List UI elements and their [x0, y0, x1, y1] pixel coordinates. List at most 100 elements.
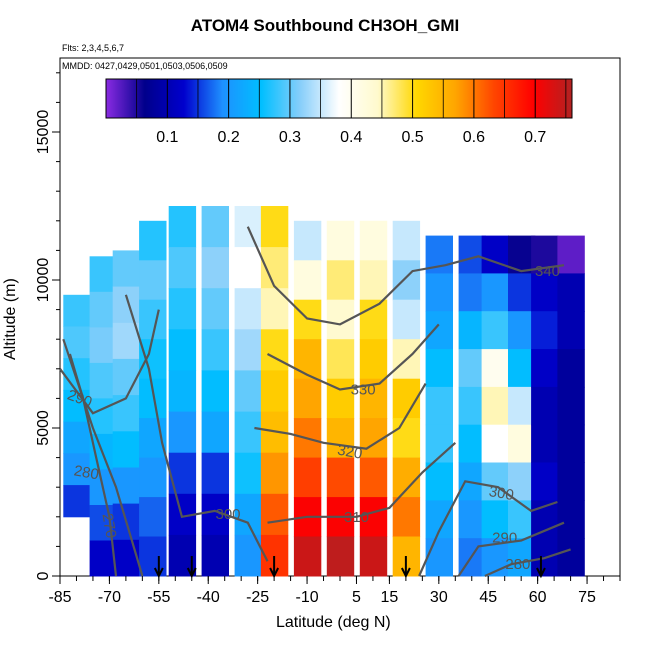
field-cell [168, 288, 197, 330]
field-cell [359, 497, 388, 538]
field-cell [260, 370, 289, 412]
field-cell [392, 497, 421, 538]
contour-line [484, 548, 571, 578]
field-cell [359, 220, 388, 261]
field-cell [139, 260, 167, 301]
y-tick-label: 10000 [35, 258, 52, 303]
field-cell [359, 536, 388, 577]
y-tick-label: 5000 [35, 410, 52, 446]
field-cell [481, 386, 509, 426]
field-cell [234, 247, 262, 289]
colorbar-tick-label: 0.3 [279, 129, 301, 146]
field-cell [481, 235, 509, 274]
field-cell [458, 349, 486, 388]
x-tick-label: 75 [578, 589, 596, 606]
field-cell [168, 247, 197, 289]
field-cell [458, 424, 486, 463]
field-cell [557, 424, 585, 463]
y-axis-title: Altitude (m) [2, 278, 19, 360]
contour-line [266, 323, 440, 391]
x-tick-label: 60 [529, 589, 547, 606]
field-cell [63, 421, 91, 454]
colorbar-tick-label: 0.1 [156, 129, 178, 146]
field-cell [392, 220, 421, 261]
field-cell [326, 418, 355, 459]
field-cell [508, 349, 536, 388]
field-cell [557, 349, 585, 388]
field-cell [168, 411, 197, 454]
field-cell [112, 286, 141, 324]
field-cell [458, 500, 486, 539]
field-cell [234, 370, 262, 412]
contour-label: 330 [351, 382, 376, 399]
field-cell [531, 273, 559, 312]
x-tick-label: -25 [246, 589, 269, 606]
x-tick-label: 30 [430, 589, 448, 606]
field-cell [458, 273, 486, 312]
field-cell [234, 329, 262, 371]
field-cell [508, 424, 536, 463]
field-cell [481, 424, 509, 463]
field-cell [557, 273, 585, 312]
field-cell [234, 288, 262, 330]
field-cell [201, 206, 229, 248]
field-cell [326, 220, 355, 261]
field-cell [260, 452, 289, 495]
field-cell [392, 260, 421, 301]
field-cell [359, 260, 388, 301]
x-tick-label: -55 [147, 589, 170, 606]
chart-title: ATOM4 Southbound CH3OH_GMI [190, 16, 460, 35]
field-cell [89, 256, 117, 293]
field-cell [201, 247, 229, 289]
field-cell [531, 462, 559, 501]
field-cell [168, 452, 197, 495]
field-cell [425, 273, 453, 312]
field-cell [293, 457, 322, 498]
field-cell [112, 467, 141, 505]
field-cell [481, 273, 509, 312]
field-cell [168, 206, 197, 248]
colorbar-tick-label: 0.4 [340, 129, 362, 146]
field-cell [139, 220, 167, 261]
field-cell [508, 311, 536, 350]
colorbar-bar [105, 78, 573, 119]
field-cell [89, 327, 117, 364]
contour-label: 270 [98, 512, 119, 540]
field-cell [481, 311, 509, 350]
field-cell [557, 462, 585, 501]
field-cell [293, 220, 322, 261]
colorbar-tick-label: 0.5 [401, 129, 423, 146]
colorbar-tick-label: 0.6 [463, 129, 485, 146]
field-cell [531, 424, 559, 463]
contour-label: 340 [535, 263, 560, 280]
field-cell [168, 370, 197, 412]
contour-line [254, 383, 427, 450]
field-cell [458, 311, 486, 350]
field-cell [63, 294, 91, 327]
x-tick-label: -10 [295, 589, 318, 606]
field-cell [326, 536, 355, 577]
field-cell [425, 538, 453, 577]
x-tick-label: -40 [197, 589, 220, 606]
field-cell [234, 411, 262, 454]
field-cell [260, 206, 289, 248]
field-cell [557, 538, 585, 577]
field-cell [260, 329, 289, 371]
field-cell [201, 452, 229, 495]
field-cell [201, 534, 229, 577]
field-cell [201, 288, 229, 330]
field-cell [425, 311, 453, 350]
field-cell [508, 462, 536, 501]
field-cell [557, 500, 585, 539]
field-cell [326, 457, 355, 498]
contour-line [267, 441, 457, 524]
field-cell [481, 462, 509, 501]
field-cell [168, 329, 197, 371]
field-cell [139, 418, 167, 459]
field-cell [112, 539, 141, 577]
field-cell [508, 386, 536, 426]
field-cell [359, 457, 388, 498]
contour-label: 280 [73, 462, 101, 483]
field-cell [260, 493, 289, 536]
